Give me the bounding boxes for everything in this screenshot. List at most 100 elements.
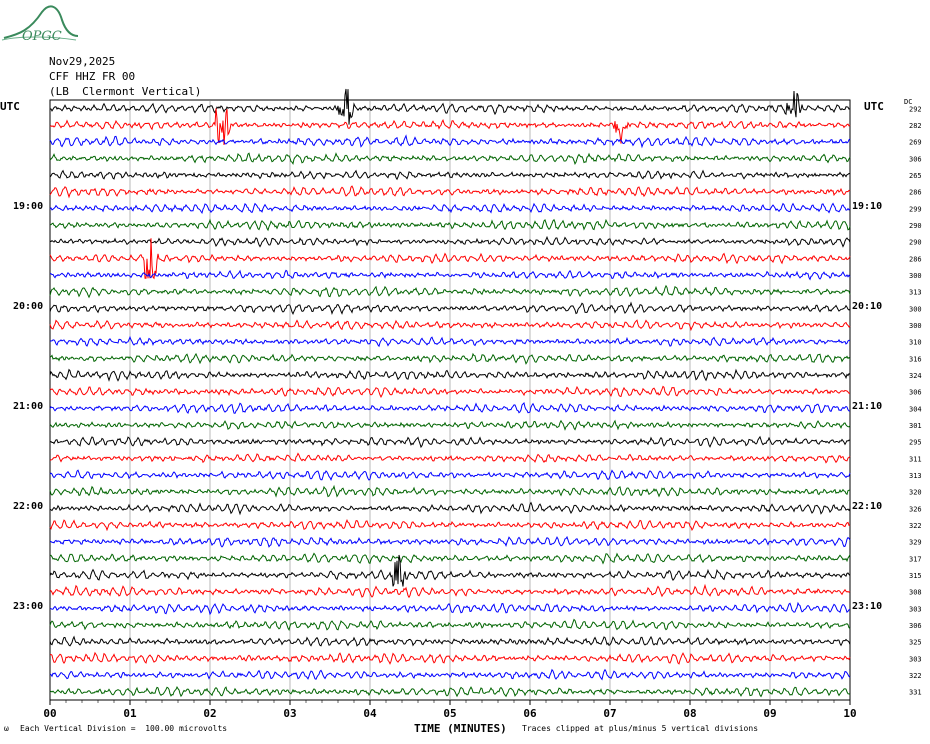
hour-label-right: 23:10 bbox=[852, 601, 883, 613]
seismic-trace-24 bbox=[49, 501, 851, 516]
x-tick-label: 00 bbox=[43, 707, 56, 720]
station-location: (LB Clermont Vertical) bbox=[49, 85, 202, 98]
dc-offset-label: 304 bbox=[909, 405, 922, 413]
dc-offset-label: 300 bbox=[909, 272, 922, 280]
hour-label-right: 21:10 bbox=[852, 401, 883, 413]
seismic-trace-1 bbox=[49, 108, 851, 146]
hour-label-left: 21:00 bbox=[13, 401, 44, 413]
dc-offset-label: 322 bbox=[909, 672, 922, 680]
seismic-trace-3 bbox=[49, 152, 851, 166]
logo-swoosh bbox=[3, 5, 79, 39]
station-code: CFF HHZ FR 00 bbox=[49, 70, 136, 83]
x-tick-label: 02 bbox=[203, 707, 216, 720]
seismic-trace-0 bbox=[49, 88, 851, 125]
dc-offset-label: 313 bbox=[909, 472, 922, 480]
dc-offset-label: 269 bbox=[909, 139, 922, 147]
seismic-trace-9 bbox=[49, 238, 851, 280]
dc-offset-label: 301 bbox=[909, 422, 922, 430]
hour-label-left: 23:00 bbox=[13, 601, 44, 613]
seismic-trace-18 bbox=[49, 402, 851, 414]
dc-offset-label: 265 bbox=[909, 172, 922, 180]
seismic-trace-11 bbox=[49, 284, 851, 299]
x-tick-label: 06 bbox=[523, 707, 537, 720]
seismic-trace-10 bbox=[49, 269, 851, 281]
dc-offset-label: 313 bbox=[909, 289, 922, 297]
dc-offset-label: 282 bbox=[909, 122, 922, 130]
dc-offset-label: 290 bbox=[909, 222, 922, 230]
dc-offset-label: 306 bbox=[909, 155, 922, 163]
seismic-trace-16 bbox=[49, 368, 851, 382]
seismic-trace-28 bbox=[49, 554, 851, 587]
seismic-trace-5 bbox=[49, 185, 851, 199]
seismic-trace-20 bbox=[49, 435, 851, 449]
seismic-trace-4 bbox=[49, 169, 851, 181]
hour-label-right: 19:10 bbox=[852, 201, 883, 213]
dc-offset-label: 292 bbox=[909, 105, 922, 113]
seismic-trace-13 bbox=[49, 319, 851, 332]
dc-offset-label: 306 bbox=[909, 389, 922, 397]
seismic-trace-23 bbox=[49, 484, 851, 498]
dc-offset-label: 308 bbox=[909, 589, 922, 597]
x-tick-label: 04 bbox=[363, 707, 377, 720]
dc-offset-label: 303 bbox=[909, 655, 922, 663]
seismic-trace-15 bbox=[49, 352, 851, 365]
seismic-trace-8 bbox=[49, 235, 851, 248]
dc-offset-label: 286 bbox=[909, 189, 922, 197]
seismic-trace-22 bbox=[49, 469, 851, 481]
seismic-trace-2 bbox=[49, 134, 851, 149]
dc-offset-label: 329 bbox=[909, 539, 922, 547]
seismic-trace-30 bbox=[49, 601, 851, 616]
dc-offset-label: 320 bbox=[909, 489, 922, 497]
dc-offset-label: 286 bbox=[909, 255, 922, 263]
dc-offset-label: 325 bbox=[909, 639, 922, 647]
seismic-trace-12 bbox=[49, 301, 851, 316]
x-tick-label: 05 bbox=[443, 707, 456, 720]
seismic-trace-21 bbox=[49, 452, 851, 464]
dc-offset-label: 300 bbox=[909, 322, 922, 330]
dc-offset-label: 300 bbox=[909, 305, 922, 313]
dc-offset-label: 290 bbox=[909, 239, 922, 247]
seismic-trace-25 bbox=[49, 518, 851, 532]
dc-offset-label: 316 bbox=[909, 355, 922, 363]
dc-offset-label: 306 bbox=[909, 622, 922, 630]
dc-offset-label: 311 bbox=[909, 455, 922, 463]
x-tick-label: 10 bbox=[843, 707, 856, 720]
seismic-trace-7 bbox=[49, 218, 851, 232]
x-tick-label: 01 bbox=[123, 707, 137, 720]
dc-offset-label: 326 bbox=[909, 505, 922, 513]
utc-label-left: UTC bbox=[0, 100, 20, 113]
x-tick-label: 09 bbox=[763, 707, 776, 720]
plot-date: Nov29,2025 bbox=[49, 55, 116, 68]
dc-label: DC bbox=[904, 98, 913, 106]
hour-label-left: 19:00 bbox=[13, 201, 44, 213]
hour-label-right: 22:10 bbox=[852, 501, 883, 513]
corner-mark: ω bbox=[4, 724, 9, 733]
seismic-trace-33 bbox=[49, 651, 851, 665]
x-tick-label: 03 bbox=[283, 707, 296, 720]
x-tick-label: 07 bbox=[603, 707, 616, 720]
seismic-trace-32 bbox=[49, 635, 851, 647]
seismic-trace-29 bbox=[49, 583, 851, 599]
dc-offset-label: 303 bbox=[909, 605, 922, 613]
seismic-trace-35 bbox=[49, 686, 851, 698]
opgc-logo: OPGC bbox=[1, 5, 79, 44]
dc-offset-label: 322 bbox=[909, 522, 922, 530]
clip-note: Traces clipped at plus/minus 5 vertical … bbox=[522, 724, 759, 733]
dc-offset-label: 299 bbox=[909, 205, 922, 213]
scale-note: Each Vertical Division = 100.00 microvol… bbox=[20, 724, 228, 733]
seismic-trace-14 bbox=[49, 335, 851, 348]
seismic-trace-34 bbox=[49, 668, 851, 681]
dc-offset-label: 315 bbox=[909, 572, 922, 580]
dc-offset-label: 324 bbox=[909, 372, 922, 380]
hour-label-right: 20:10 bbox=[852, 301, 883, 313]
dc-offset-label: 310 bbox=[909, 339, 922, 347]
x-tick-label: 08 bbox=[683, 707, 696, 720]
dc-offset-label: 295 bbox=[909, 439, 922, 447]
seismic-trace-31 bbox=[49, 618, 851, 632]
dc-offset-label: 331 bbox=[909, 689, 922, 697]
seismic-trace-27 bbox=[49, 552, 851, 565]
seismic-trace-19 bbox=[49, 419, 851, 431]
seismic-trace-17 bbox=[49, 385, 851, 398]
utc-label-right: UTC bbox=[864, 100, 884, 113]
